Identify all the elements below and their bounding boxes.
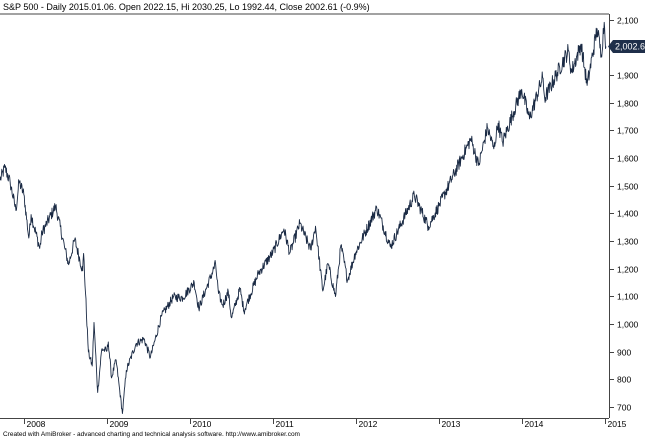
y-tick-label: 1,300 bbox=[617, 237, 639, 247]
last-value-badge: 2,002.61 bbox=[608, 40, 645, 53]
plot-frame bbox=[0, 13, 610, 419]
last-value-badge-box bbox=[608, 40, 645, 53]
chart-title: S&P 500 - Daily 2015.01.06. Open 2022.15… bbox=[3, 2, 370, 12]
y-tick-label: 1,700 bbox=[617, 126, 639, 136]
y-tick-label: 700 bbox=[617, 403, 631, 413]
y-tick-label: 1,000 bbox=[617, 320, 639, 330]
series-layer bbox=[0, 21, 607, 415]
y-tick-label: 1,500 bbox=[617, 182, 639, 192]
y-tick-label: 1,100 bbox=[617, 292, 639, 302]
y-tick-label: 1,200 bbox=[617, 265, 639, 275]
x-axis: 2008 2009 2010 2011 2012 2013 2014 2015 bbox=[24, 418, 627, 429]
footer-credit: Created with AmiBroker - advanced charti… bbox=[3, 431, 300, 438]
y-tick-label: 900 bbox=[617, 348, 631, 358]
y-tick-label: 1,600 bbox=[617, 154, 639, 164]
x-tick-label: 2009 bbox=[110, 419, 129, 429]
y-tick-label: 800 bbox=[617, 375, 631, 385]
x-tick-label: 2014 bbox=[525, 419, 544, 429]
y-tick-label: 1,400 bbox=[617, 209, 639, 219]
x-tick-label: 2013 bbox=[442, 419, 461, 429]
y-tick-label: 1,900 bbox=[617, 71, 639, 81]
x-tick-label: 2011 bbox=[276, 419, 295, 429]
price-series-line bbox=[0, 21, 607, 415]
last-value-label: 2,002.61 bbox=[615, 42, 645, 52]
x-tick-label: 2010 bbox=[193, 419, 212, 429]
y-tick-label: 1,800 bbox=[617, 99, 639, 109]
x-tick-label: 2012 bbox=[359, 419, 378, 429]
x-tick-label: 2008 bbox=[27, 419, 46, 429]
x-tick-label: 2015 bbox=[608, 419, 627, 429]
y-tick-label: 2,100 bbox=[617, 16, 639, 26]
